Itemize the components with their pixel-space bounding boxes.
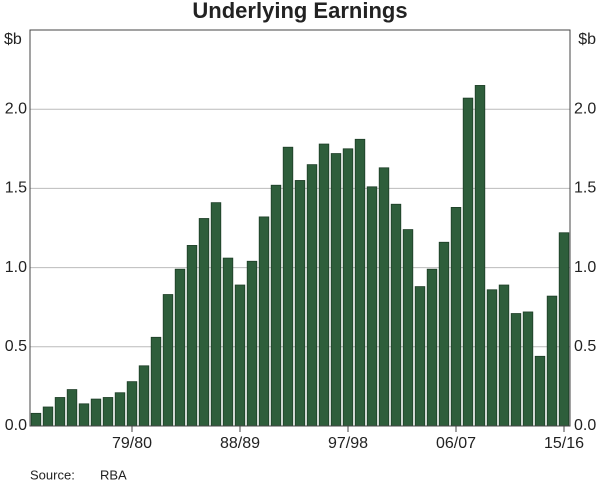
- bar: [426, 268, 438, 427]
- bar: [474, 85, 486, 427]
- bar: [78, 403, 90, 427]
- bar: [150, 336, 162, 427]
- x-tick-label: 06/07: [436, 435, 476, 452]
- y-tick-label-right: 2.0: [574, 100, 596, 117]
- bar: [222, 257, 234, 427]
- bar: [42, 406, 54, 427]
- bar: [282, 146, 294, 427]
- bar: [510, 313, 522, 427]
- y-tick-label: 1.0: [5, 259, 27, 276]
- bar: [198, 218, 210, 427]
- bar: [558, 232, 570, 427]
- y-tick-label: 0.5: [5, 338, 27, 355]
- source: RBA: [100, 467, 127, 482]
- bar: [378, 167, 390, 427]
- y-tick-label: 2.0: [5, 100, 27, 117]
- bar: [534, 355, 546, 427]
- bar: [330, 153, 342, 427]
- bar: [66, 389, 78, 427]
- bar: [102, 397, 114, 427]
- bar: [450, 207, 462, 427]
- bar: [366, 186, 378, 427]
- bar: [414, 286, 426, 427]
- bar: [30, 412, 42, 427]
- bar: [246, 260, 258, 427]
- y-tick-label-right: 1.0: [574, 259, 596, 276]
- y-tick-label: 0.0: [5, 417, 27, 434]
- source-label: Source:: [30, 467, 75, 482]
- bar: [402, 229, 414, 427]
- bar: [90, 398, 102, 427]
- y-unit-right: $b: [578, 31, 596, 48]
- bar: [390, 203, 402, 427]
- bar: [270, 184, 282, 427]
- bar: [258, 216, 270, 427]
- bar: [438, 241, 450, 427]
- x-tick-label: 97/98: [328, 435, 368, 452]
- bar: [210, 202, 222, 427]
- bar: [498, 284, 510, 427]
- bar: [114, 392, 126, 427]
- bar: [174, 268, 186, 427]
- bar: [342, 148, 354, 427]
- bar: [162, 294, 174, 427]
- bar: [54, 397, 66, 427]
- chart-title: Underlying Earnings: [192, 0, 407, 23]
- bar: [546, 295, 558, 427]
- bar: [462, 97, 474, 427]
- bar: [354, 138, 366, 427]
- plot-frame: [29, 29, 571, 427]
- bar: [522, 311, 534, 427]
- y-tick-label: 1.5: [5, 180, 27, 197]
- bar: [234, 284, 246, 427]
- x-tick-label: 15/16: [544, 435, 584, 452]
- y-tick-label-right: 0.5: [574, 338, 596, 355]
- bar: [486, 289, 498, 427]
- y-unit-left: $b: [4, 31, 22, 48]
- bar: [126, 381, 138, 427]
- y-tick-label-right: 1.5: [574, 180, 596, 197]
- y-tick-label-right: 0.0: [574, 417, 596, 434]
- bar: [294, 180, 306, 427]
- x-tick-label: 88/89: [220, 435, 260, 452]
- bar: [186, 245, 198, 427]
- bar: [138, 365, 150, 427]
- bar: [318, 143, 330, 427]
- bar: [306, 164, 318, 427]
- x-tick-label: 79/80: [112, 435, 152, 452]
